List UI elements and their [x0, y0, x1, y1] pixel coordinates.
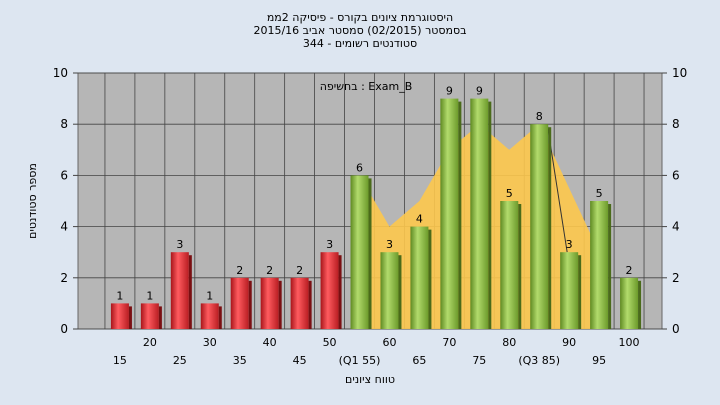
bar-shadow: [338, 255, 342, 329]
bar-shadow: [548, 127, 552, 329]
bar-value-label: 3: [566, 238, 573, 251]
bar-value-label: 8: [536, 110, 543, 123]
bar: [410, 226, 429, 329]
bar-value-label: 3: [326, 238, 333, 251]
bar-value-label: 2: [266, 264, 273, 277]
x-tick-label: 25: [173, 354, 187, 367]
y-axis-title: מספר סטודנטים: [26, 163, 39, 239]
x-tick-label: 65: [412, 354, 426, 367]
bar: [320, 252, 339, 329]
y-tick-label-right: 8: [672, 117, 680, 131]
bar-value-label: 2: [296, 264, 303, 277]
bar-shadow: [398, 255, 402, 329]
bar: [170, 252, 189, 329]
x-tick-label: 20: [143, 336, 157, 349]
x-tick-label: 100: [619, 336, 640, 349]
bar: [530, 124, 549, 329]
bar-value-label: 2: [626, 264, 633, 277]
x-axis-title: טווח ציונים: [345, 373, 395, 386]
x-tick-label: 30: [203, 336, 217, 349]
x-tick-label: 40: [263, 336, 277, 349]
y-tick-label-left: 6: [60, 168, 68, 182]
bar-value-label: 3: [176, 238, 183, 251]
x-tick-label: 95: [592, 354, 606, 367]
bar: [200, 303, 219, 329]
bar-shadow: [488, 101, 492, 329]
bar: [350, 175, 369, 329]
x-tick-label: 15: [113, 354, 127, 367]
bar: [560, 252, 579, 329]
bar-value-label: 2: [236, 264, 243, 277]
bar: [620, 277, 639, 329]
bar-shadow: [368, 178, 372, 329]
y-tick-label-left: 10: [53, 66, 68, 80]
x-tick-label: 70: [442, 336, 456, 349]
x-tick-label: 75: [472, 354, 486, 367]
bar-shadow: [188, 255, 192, 329]
x-tick-label: 90: [562, 336, 576, 349]
bar: [590, 201, 609, 329]
bar-shadow: [248, 280, 252, 329]
bar-value-label: 1: [116, 289, 123, 302]
bar-value-label: 5: [596, 187, 603, 200]
bar-shadow: [218, 306, 222, 329]
x-tick-label: (Q3 85): [518, 354, 560, 367]
bar: [140, 303, 159, 329]
bar-value-label: 5: [506, 187, 513, 200]
chart-title-line-2: בסמסטר (02/2015) סמסטר אביב 2015/16: [253, 24, 467, 37]
bar-shadow: [518, 204, 522, 329]
y-tick-label-left: 8: [60, 117, 68, 131]
x-tick-label: 60: [382, 336, 396, 349]
x-tick-label: 35: [233, 354, 247, 367]
bar-value-label: 9: [446, 85, 453, 98]
bar-shadow: [158, 306, 162, 329]
bar-shadow: [638, 280, 642, 329]
x-tick-label: 45: [293, 354, 307, 367]
y-tick-label-right: 0: [672, 322, 680, 336]
y-tick-label-left: 2: [60, 271, 68, 285]
bar-value-label: 1: [206, 289, 213, 302]
y-tick-label-left: 4: [60, 220, 68, 234]
y-tick-label-right: 2: [672, 271, 680, 285]
bar-shadow: [278, 280, 282, 329]
x-tick-label: 80: [502, 336, 516, 349]
chart-title-line-3: סטודנטים רשומים - 344: [302, 37, 418, 50]
bar-shadow: [458, 101, 462, 329]
bar-shadow: [428, 229, 432, 329]
bar-shadow: [578, 255, 582, 329]
y-tick-label-right: 4: [672, 220, 680, 234]
bar: [230, 277, 249, 329]
bar-shadow: [308, 280, 312, 329]
bar-shadow: [608, 204, 612, 329]
bar-value-label: 1: [146, 289, 153, 302]
bar-value-label: 6: [356, 161, 363, 174]
bar-shadow: [128, 306, 132, 329]
x-tick-label: (Q1 55): [339, 354, 381, 367]
y-tick-label-right: 10: [672, 66, 687, 80]
bar: [290, 277, 309, 329]
bar-value-label: 3: [386, 238, 393, 251]
bar-value-label: 4: [416, 213, 423, 226]
y-tick-label-right: 6: [672, 168, 680, 182]
exam-annotation: בחשיפה : Exam_B: [320, 80, 413, 93]
x-tick-label: 50: [323, 336, 337, 349]
chart-title-line-1: היסטוגרמת ציונים בקורס - פיסיקה 2ממ: [266, 11, 454, 24]
bar: [380, 252, 399, 329]
bar: [440, 98, 459, 329]
y-tick-label-left: 0: [60, 322, 68, 336]
bar-value-label: 9: [476, 85, 483, 98]
bar: [470, 98, 489, 329]
bar: [110, 303, 129, 329]
bar: [500, 201, 519, 329]
bar: [260, 277, 279, 329]
